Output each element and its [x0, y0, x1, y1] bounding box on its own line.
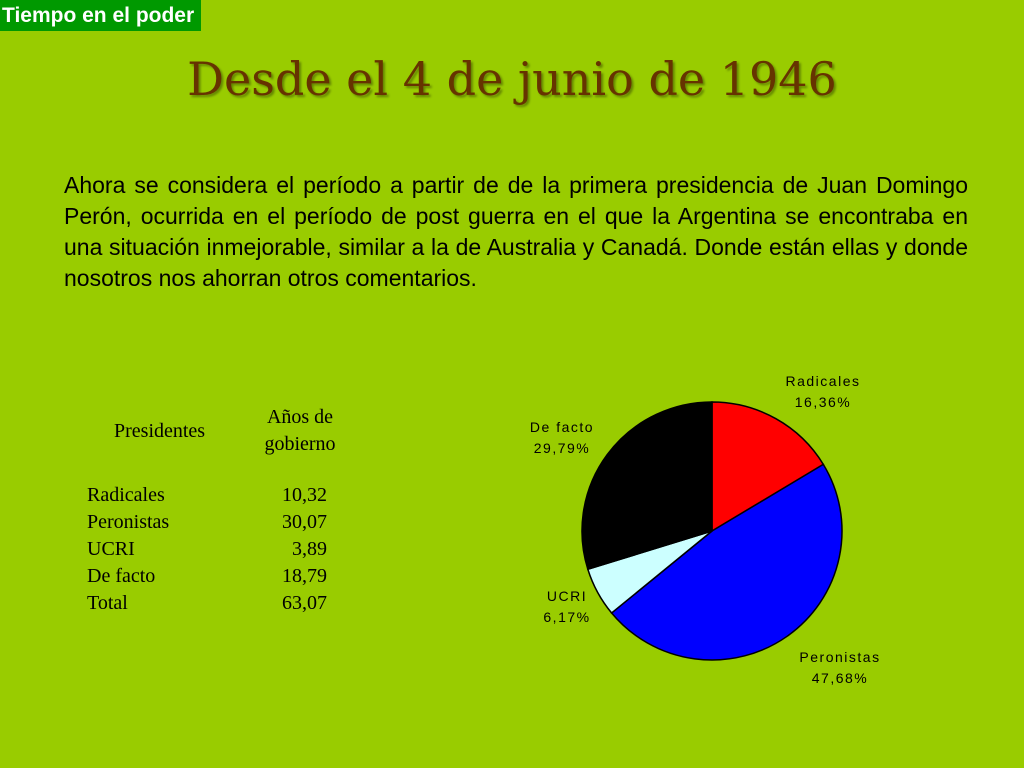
header-anios-gobierno: Años de gobierno — [245, 404, 355, 458]
header-anios-line1: Años de — [266, 406, 334, 428]
table-row: Total 63,07 — [87, 592, 347, 619]
section-tag: Tiempo en el poder — [0, 0, 202, 31]
slice-percent-label: 6,17% — [543, 609, 590, 625]
pie-slice-radicales — [711, 401, 825, 533]
row-name: Total — [87, 592, 128, 614]
pie-slice-de-facto — [581, 401, 713, 571]
table-row: Peronistas 30,07 — [87, 511, 347, 538]
slice-percent-label: 16,36% — [795, 394, 851, 410]
table-row: Radicales 10,32 — [87, 484, 347, 511]
row-value: 30,07 — [282, 511, 327, 533]
slice-name-label: UCRI — [547, 588, 587, 604]
slice-name-label: Radicales — [786, 373, 861, 389]
table-row: UCRI 3,89 — [87, 538, 347, 565]
header-anios-line2: gobierno — [264, 433, 336, 455]
row-name: De facto — [87, 565, 156, 587]
page-title: Desde el 4 de junio de 1946 — [187, 52, 837, 106]
slice-percent-label: 29,79% — [534, 440, 590, 456]
row-value: 18,79 — [282, 565, 327, 587]
row-value: 63,07 — [282, 592, 327, 614]
slice-name-label: De facto — [530, 419, 594, 435]
row-name: Radicales — [87, 484, 165, 506]
row-value: 10,32 — [282, 484, 327, 506]
slice-percent-label: 47,68% — [812, 670, 868, 686]
row-value: 3,89 — [292, 538, 327, 560]
row-name: UCRI — [87, 538, 135, 560]
slice-name-label: Peronistas — [799, 649, 880, 665]
body-paragraph: Ahora se considera el período a partir d… — [64, 172, 968, 291]
pie-slice-peronistas — [610, 463, 843, 661]
header-presidentes: Presidentes — [114, 420, 206, 442]
row-name: Peronistas — [87, 511, 170, 533]
table-row: De facto 18,79 — [87, 565, 347, 592]
